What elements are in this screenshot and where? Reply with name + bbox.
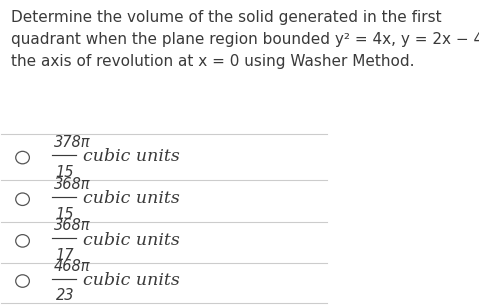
Text: 23: 23 — [56, 289, 74, 304]
Text: 17: 17 — [56, 248, 74, 263]
Text: 368π: 368π — [54, 177, 90, 192]
Text: 368π: 368π — [54, 219, 90, 233]
Text: cubic units: cubic units — [83, 190, 180, 207]
Text: 378π: 378π — [54, 135, 90, 150]
Text: 468π: 468π — [54, 258, 90, 274]
Text: cubic units: cubic units — [83, 232, 180, 249]
Text: 15: 15 — [56, 207, 74, 222]
Text: 15: 15 — [56, 165, 74, 180]
Text: cubic units: cubic units — [83, 272, 180, 289]
Text: cubic units: cubic units — [83, 149, 180, 165]
Text: Determine the volume of the solid generated in the first
quadrant when the plane: Determine the volume of the solid genera… — [11, 10, 479, 68]
